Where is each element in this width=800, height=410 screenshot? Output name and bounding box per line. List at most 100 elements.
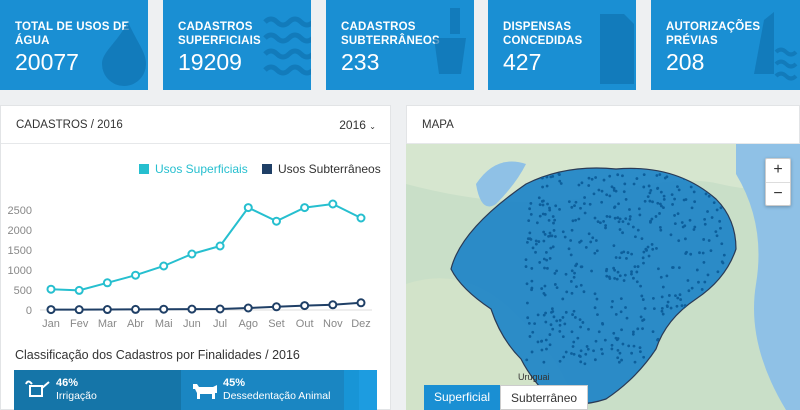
document-icon [600, 14, 634, 84]
data-point[interactable] [187, 249, 197, 259]
toggle-superficial[interactable]: Superficial [424, 385, 501, 410]
finalidades-bar: 46% Irrigação 45% Dessedentação Animal [14, 370, 377, 410]
y-tick-label: 1000 [8, 265, 32, 277]
stat-card-subterraneos[interactable]: Cadastros Subterrâneos 233 [326, 0, 474, 90]
data-point[interactable] [159, 261, 169, 271]
stat-label: Autorizações Prévias [666, 21, 761, 47]
segment-irrigacao[interactable]: 46% Irrigação [14, 370, 181, 410]
data-point[interactable] [356, 298, 366, 308]
x-tick-label: Out [296, 318, 314, 330]
dam-icon [754, 12, 798, 81]
stat-value: 233 [341, 49, 380, 75]
segment-pct: 46% [56, 377, 79, 389]
x-tick-label: Jul [213, 318, 227, 330]
series-line-1 [50, 301, 362, 311]
stat-card-dispensas[interactable]: Dispensas Concedidas 427 [488, 0, 636, 90]
map-canvas: Uruguai [406, 144, 800, 410]
data-point[interactable] [102, 278, 112, 288]
stat-value: 427 [503, 49, 542, 75]
map[interactable]: Uruguai + − Superficial Subterrâneo [406, 144, 800, 410]
data-point[interactable] [300, 301, 310, 311]
data-point[interactable] [243, 303, 253, 313]
segment-label: Dessedentação Animal [223, 390, 331, 402]
legend-label: Usos Superficiais [155, 162, 248, 176]
cow-icon [193, 384, 217, 399]
x-tick-label: Mai [155, 318, 173, 330]
watering-can-icon [25, 380, 50, 397]
data-point[interactable] [243, 203, 253, 213]
cadastros-panel: CADASTROS / 2016 2016 ⌄ [0, 105, 391, 410]
waves-icon [263, 16, 311, 76]
stat-value: 20077 [15, 49, 79, 75]
x-tick-label: Abr [127, 318, 144, 330]
stat-card-total[interactable]: TOTAL DE USOS DE ÁGUA 20077 [0, 0, 148, 90]
data-point[interactable] [46, 284, 56, 294]
stat-value: 19209 [178, 49, 242, 75]
toggle-subterraneo[interactable]: Subterrâneo [500, 385, 589, 410]
segment-pct: 45% [223, 377, 246, 389]
stat-card-superficiais[interactable]: Cadastros Superficiais 19209 [163, 0, 311, 90]
x-tick-label: Fev [70, 318, 89, 330]
y-tick-label: 500 [14, 285, 32, 297]
segment-dessedentacao[interactable]: 45% Dessedentação Animal [181, 370, 344, 410]
data-point[interactable] [102, 305, 112, 315]
water-bucket-icon [434, 8, 466, 74]
legend-label: Usos Subterrâneos [278, 162, 381, 176]
data-point[interactable] [159, 304, 169, 314]
x-tick-label: Ago [238, 318, 258, 330]
series-line-0 [50, 202, 362, 292]
zoom-out-button[interactable]: − [766, 182, 790, 205]
y-tick-label: 0 [26, 305, 32, 317]
x-tick-label: Dez [351, 318, 371, 330]
data-point[interactable] [300, 203, 310, 213]
legend-swatch [139, 164, 149, 174]
zoom-in-button[interactable]: + [773, 161, 783, 178]
panel-header: MAPA [407, 106, 799, 144]
data-point[interactable] [328, 199, 338, 209]
stat-label: Cadastros Superficiais [178, 21, 261, 47]
data-point[interactable] [215, 241, 225, 251]
data-point[interactable] [131, 304, 141, 314]
x-tick-label: Mar [98, 318, 117, 330]
state-region [451, 168, 736, 404]
legend-subterraneos[interactable]: Usos Subterrâneos [262, 162, 381, 176]
panel-title: MAPA [422, 119, 454, 131]
stat-label: Dispensas Concedidas [503, 21, 583, 47]
data-point[interactable] [74, 305, 84, 315]
water-drop-icon [102, 22, 146, 86]
line-chart: 0 500 1000 1500 2000 2500 Jan Fev Mar Abr Mai Jun Ju… [8, 199, 372, 330]
year-select[interactable]: 2016 ⌄ [339, 118, 376, 132]
map-layer-toggle: Superficial Subterrâneo [424, 385, 589, 410]
chevron-down-icon: ⌄ [369, 122, 376, 131]
stat-card-autorizacoes[interactable]: Autorizações Prévias 208 [651, 0, 800, 90]
data-point[interactable] [271, 302, 281, 312]
x-tick-label: Jan [42, 318, 60, 330]
legend-swatch [262, 164, 272, 174]
stat-label: Cadastros Subterrâneos [341, 21, 440, 47]
zoom-control: + − [765, 158, 791, 206]
y-tick-label: 1500 [8, 245, 32, 257]
data-point[interactable] [271, 216, 281, 226]
data-point[interactable] [131, 270, 141, 280]
data-point[interactable] [187, 304, 197, 314]
legend-superficiais[interactable]: Usos Superficiais [139, 162, 248, 176]
data-point[interactable] [215, 304, 225, 314]
y-tick-label: 2000 [8, 225, 32, 237]
x-tick-label: Set [268, 318, 285, 330]
stat-value: 208 [666, 49, 705, 75]
classificacao-title: Classificação dos Cadastros por Finalida… [15, 348, 300, 362]
panel-title: CADASTROS / 2016 [16, 119, 123, 131]
y-tick-label: 2500 [8, 205, 32, 217]
segment-label: Irrigação [56, 390, 97, 402]
data-point[interactable] [74, 285, 84, 295]
segment-outros[interactable] [344, 370, 359, 410]
year-value: 2016 [339, 118, 366, 132]
stat-label: TOTAL DE USOS DE ÁGUA [15, 21, 130, 47]
data-point[interactable] [46, 305, 56, 315]
x-tick-label: Nov [323, 318, 343, 330]
data-point[interactable] [356, 213, 366, 223]
data-point[interactable] [328, 300, 338, 310]
map-label-uruguai: Uruguai [518, 372, 550, 382]
panel-header: CADASTROS / 2016 2016 ⌄ [1, 106, 390, 144]
x-tick-label: Jun [183, 318, 201, 330]
